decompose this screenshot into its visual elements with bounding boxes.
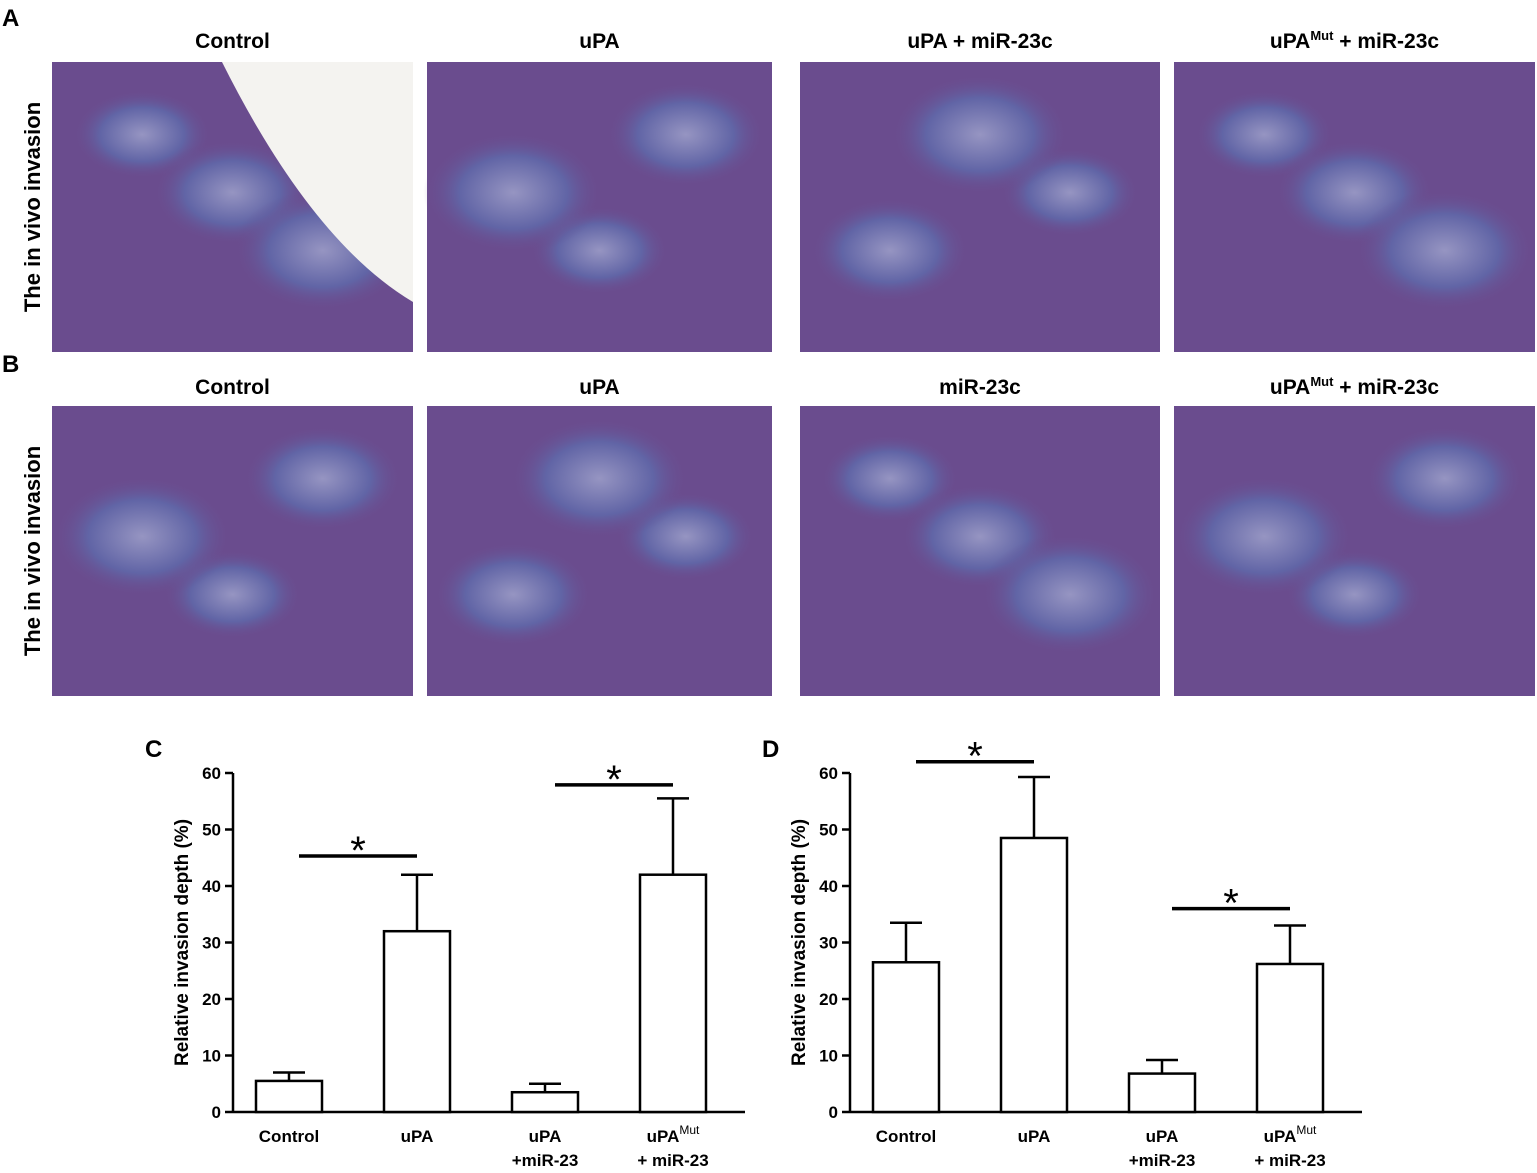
tissue-region — [509, 417, 690, 540]
chart-letter: D — [762, 736, 779, 763]
bar — [638, 873, 708, 1114]
panel-title: uPA + miR-23c — [907, 30, 1053, 53]
category: uPA — [1146, 1127, 1179, 1146]
bar — [871, 961, 941, 1114]
y-axis-label: Relative invasion depth (%) — [172, 819, 193, 1066]
title-text: miR-23c — [939, 376, 1021, 399]
x-tick-label-line2: + miR-23 — [1254, 1151, 1325, 1168]
title-text: Control — [195, 30, 270, 53]
y-tick-label: 10 — [202, 1047, 221, 1066]
y-tick-label: 30 — [819, 934, 838, 953]
x-tick-label: uPA — [1018, 1127, 1051, 1146]
y-tick-label: 60 — [819, 764, 838, 783]
histology-image — [1174, 62, 1535, 352]
y-tick-label: 50 — [819, 821, 838, 840]
category: uPA — [401, 1127, 434, 1146]
bar — [999, 836, 1069, 1114]
category: uPA — [529, 1127, 562, 1146]
significance-star: * — [1223, 882, 1239, 926]
x-tick-label: uPA — [401, 1127, 434, 1146]
histology-image — [800, 62, 1160, 352]
y-tick-label: 0 — [212, 1103, 221, 1122]
y-tick-label: 30 — [202, 934, 221, 953]
x-tick-label: uPAMut — [647, 1123, 700, 1146]
significance-star: * — [967, 735, 983, 779]
bar — [382, 929, 452, 1114]
x-tick-label: Control — [259, 1127, 319, 1146]
tissue-region — [52, 475, 233, 598]
category-sup: Mut — [1296, 1123, 1317, 1137]
title-text: uPA — [1270, 30, 1310, 53]
category: Control — [876, 1127, 936, 1146]
x-tick-label-line2: +miR-23 — [512, 1151, 579, 1168]
bar — [510, 1090, 580, 1114]
histology-image — [1174, 406, 1535, 696]
histology-image — [800, 406, 1160, 696]
histology-image — [52, 62, 413, 352]
category: uPA — [1018, 1127, 1051, 1146]
category: Control — [259, 1127, 319, 1146]
title-rest: + miR-23c — [1333, 30, 1439, 53]
tissue-region — [810, 197, 970, 304]
panel-letter: A — [2, 5, 19, 32]
panel-title: uPAMut + miR-23c — [1270, 28, 1440, 53]
title-sup: Mut — [1310, 374, 1334, 389]
x-tick-label: uPAMut — [1264, 1123, 1317, 1146]
significance-star: * — [350, 829, 366, 873]
panel-title: Control — [195, 376, 270, 399]
tissue-region — [1174, 475, 1355, 598]
y-tick-label: 60 — [202, 764, 221, 783]
y-tick-label: 10 — [819, 1047, 838, 1066]
tissue-region — [242, 425, 403, 532]
title-text: uPA — [579, 376, 619, 399]
panel-title: miR-23c — [939, 376, 1021, 399]
category-sup: Mut — [679, 1123, 700, 1137]
panel-letter: B — [2, 351, 19, 378]
y-tick-label: 40 — [202, 877, 221, 896]
tissue-region — [1354, 189, 1535, 312]
histology-image — [423, 62, 772, 352]
bar — [1127, 1072, 1197, 1114]
title-text: Control — [195, 376, 270, 399]
y-tick-label: 40 — [819, 877, 838, 896]
x-tick-label-line2: + miR-23 — [637, 1151, 708, 1168]
panel-title: uPA — [579, 376, 619, 399]
significance-star: * — [606, 758, 622, 802]
tissue-region — [890, 73, 1070, 196]
y-tick-label: 20 — [819, 990, 838, 1009]
bar — [1255, 962, 1325, 1114]
y-tick-label: 50 — [202, 821, 221, 840]
y-tick-label: 20 — [202, 990, 221, 1009]
y-label: The in vivo invasion — [20, 102, 45, 312]
y-label: The in vivo invasion — [20, 446, 45, 656]
title-text: uPA — [1270, 376, 1310, 399]
panel-title: Control — [195, 30, 270, 53]
panel-title: uPA — [579, 30, 619, 53]
tissue-region — [423, 131, 604, 254]
y-axis-label: Relative invasion depth (%) — [789, 819, 810, 1066]
bar — [254, 1079, 324, 1114]
chart-letter: C — [145, 736, 162, 763]
tissue-region — [433, 541, 594, 648]
histology-image — [52, 406, 413, 696]
histology-image — [427, 406, 772, 696]
title-text: uPA + miR-23c — [907, 30, 1053, 53]
x-tick-label-line2: +miR-23 — [1129, 1151, 1196, 1168]
category: uPA — [647, 1127, 680, 1146]
panel-title: uPAMut + miR-23c — [1270, 374, 1440, 399]
x-tick-label: uPA — [529, 1127, 562, 1146]
title-text: uPA — [579, 30, 619, 53]
x-tick-label: Control — [876, 1127, 936, 1146]
tissue-region — [1364, 425, 1525, 532]
x-tick-label: uPA — [1146, 1127, 1179, 1146]
title-rest: + miR-23c — [1333, 376, 1439, 399]
tissue-region — [605, 81, 766, 188]
tissue-region — [980, 533, 1160, 656]
y-tick-label: 0 — [829, 1103, 838, 1122]
background — [222, 62, 413, 302]
title-sup: Mut — [1310, 28, 1334, 43]
category: uPA — [1264, 1127, 1297, 1146]
